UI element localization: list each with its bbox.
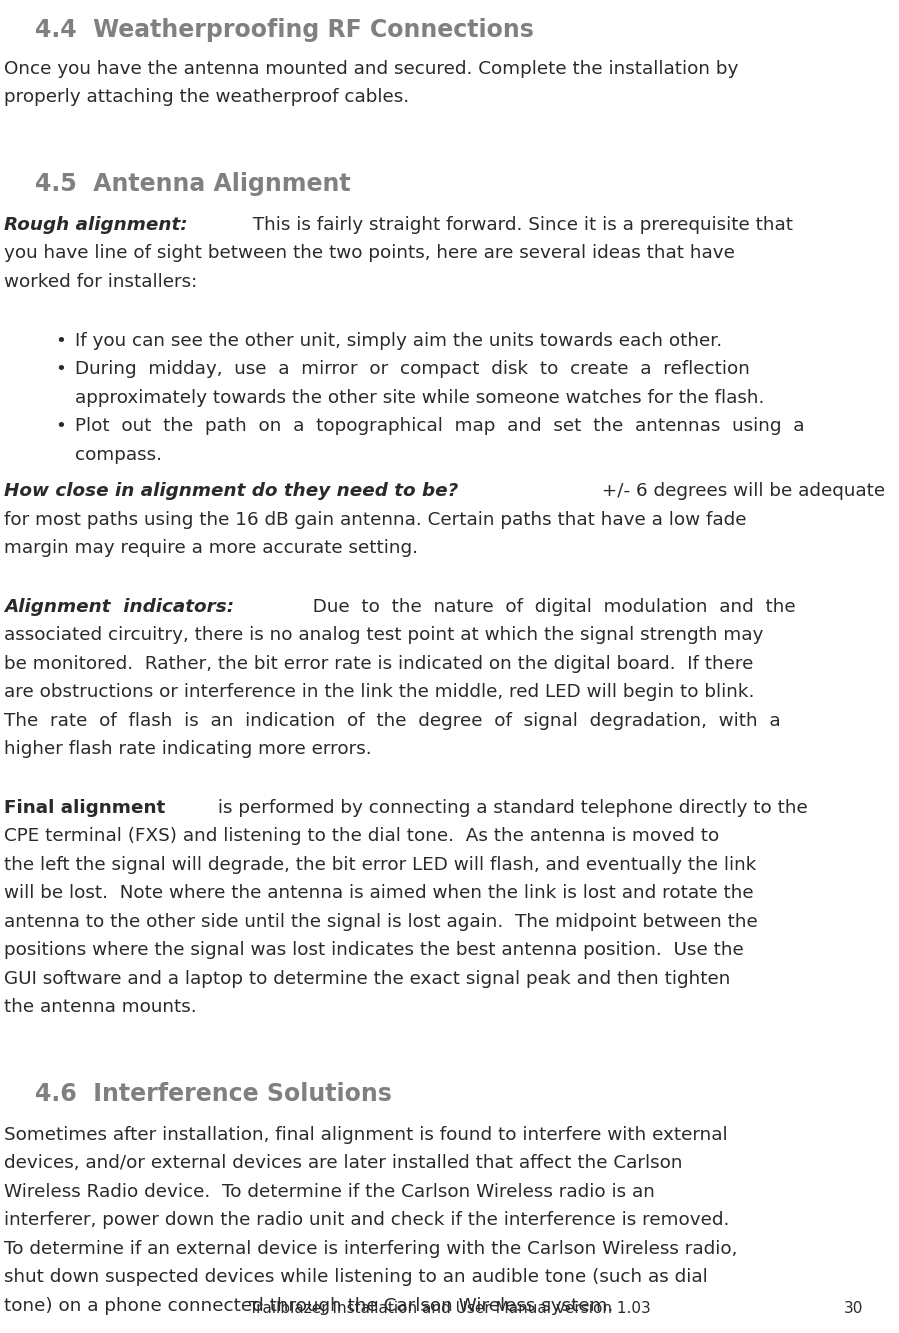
Text: the left the signal will degrade, the bit error LED will flash, and eventually t: the left the signal will degrade, the bi… <box>4 856 756 873</box>
Text: To determine if an external device is interfering with the Carlson Wireless radi: To determine if an external device is in… <box>4 1240 737 1257</box>
Text: are obstructions or interference in the link the middle, red LED will begin to b: are obstructions or interference in the … <box>4 682 754 701</box>
Text: •: • <box>55 417 66 435</box>
Text: 4.6  Interference Solutions: 4.6 Interference Solutions <box>35 1081 392 1105</box>
Text: If you can see the other unit, simply aim the units towards each other.: If you can see the other unit, simply ai… <box>75 332 722 349</box>
Text: tone) on a phone connected through the Carlson Wireless system.: tone) on a phone connected through the C… <box>4 1297 613 1314</box>
Text: Due  to  the  nature  of  digital  modulation  and  the: Due to the nature of digital modulation … <box>301 597 796 616</box>
Text: Sometimes after installation, final alignment is found to interfere with externa: Sometimes after installation, final alig… <box>4 1125 727 1144</box>
Text: properly attaching the weatherproof cables.: properly attaching the weatherproof cabl… <box>4 88 409 107</box>
Text: 30: 30 <box>844 1301 863 1316</box>
Text: shut down suspected devices while listening to an audible tone (such as dial: shut down suspected devices while listen… <box>4 1268 708 1286</box>
Text: 4.5  Antenna Alignment: 4.5 Antenna Alignment <box>35 172 351 196</box>
Text: higher flash rate indicating more errors.: higher flash rate indicating more errors… <box>4 740 371 758</box>
Text: margin may require a more accurate setting.: margin may require a more accurate setti… <box>4 539 418 557</box>
Text: The  rate  of  flash  is  an  indication  of  the  degree  of  signal  degradati: The rate of flash is an indication of th… <box>4 712 780 729</box>
Text: antenna to the other side until the signal is lost again.  The midpoint between : antenna to the other side until the sign… <box>4 913 758 930</box>
Text: approximately towards the other site while someone watches for the flash.: approximately towards the other site whi… <box>75 388 764 407</box>
Text: Final alignment: Final alignment <box>4 798 165 817</box>
Text: interferer, power down the radio unit and check if the interference is removed.: interferer, power down the radio unit an… <box>4 1210 729 1229</box>
Text: How close in alignment do they need to be?: How close in alignment do they need to b… <box>4 483 458 500</box>
Text: you have line of sight between the two points, here are several ideas that have: you have line of sight between the two p… <box>4 244 734 263</box>
Text: for most paths using the 16 dB gain antenna. Certain paths that have a low fade: for most paths using the 16 dB gain ante… <box>4 511 746 528</box>
Text: +/- 6 degrees will be adequate: +/- 6 degrees will be adequate <box>590 483 886 500</box>
Text: Plot  out  the  path  on  a  topographical  map  and  set  the  antennas  using : Plot out the path on a topographical map… <box>75 417 805 435</box>
Text: devices, and/or external devices are later installed that affect the Carlson: devices, and/or external devices are lat… <box>4 1154 682 1172</box>
Text: Rough alignment:: Rough alignment: <box>4 216 188 235</box>
Text: This is fairly straight forward. Since it is a prerequisite that: This is fairly straight forward. Since i… <box>241 216 793 235</box>
Text: Trailblazer Installation and User Manual version 1.03: Trailblazer Installation and User Manual… <box>249 1301 650 1316</box>
Text: compass.: compass. <box>75 445 162 464</box>
Text: •: • <box>55 360 66 379</box>
Text: Once you have the antenna mounted and secured. Complete the installation by: Once you have the antenna mounted and se… <box>4 60 738 79</box>
Text: During  midday,  use  a  mirror  or  compact  disk  to  create  a  reflection: During midday, use a mirror or compact d… <box>75 360 750 379</box>
Text: Alignment  indicators:: Alignment indicators: <box>4 597 234 616</box>
Text: will be lost.  Note where the antenna is aimed when the link is lost and rotate : will be lost. Note where the antenna is … <box>4 884 753 902</box>
Text: •: • <box>55 332 66 349</box>
Text: is performed by connecting a standard telephone directly to the: is performed by connecting a standard te… <box>212 798 808 817</box>
Text: be monitored.  Rather, the bit error rate is indicated on the digital board.  If: be monitored. Rather, the bit error rate… <box>4 655 753 673</box>
Text: Wireless Radio device.  To determine if the Carlson Wireless radio is an: Wireless Radio device. To determine if t… <box>4 1182 654 1201</box>
Text: positions where the signal was lost indicates the best antenna position.  Use th: positions where the signal was lost indi… <box>4 941 743 958</box>
Text: associated circuitry, there is no analog test point at which the signal strength: associated circuitry, there is no analog… <box>4 627 763 644</box>
Text: worked for installers:: worked for installers: <box>4 273 197 291</box>
Text: GUI software and a laptop to determine the exact signal peak and then tighten: GUI software and a laptop to determine t… <box>4 969 730 988</box>
Text: 4.4  Weatherproofing RF Connections: 4.4 Weatherproofing RF Connections <box>35 19 534 43</box>
Text: the antenna mounts.: the antenna mounts. <box>4 998 197 1016</box>
Text: CPE terminal (FXS) and listening to the dial tone.  As the antenna is moved to: CPE terminal (FXS) and listening to the … <box>4 826 719 845</box>
